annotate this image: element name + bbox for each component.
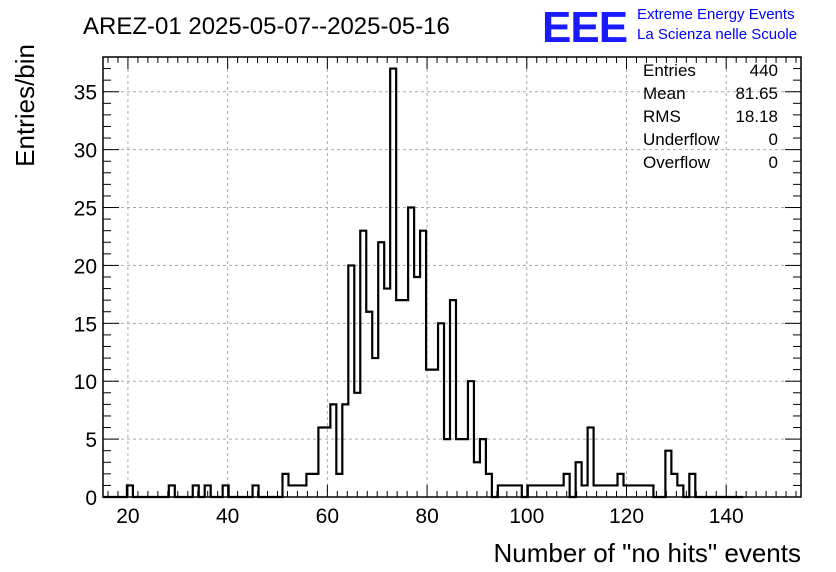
logo-line-1: Extreme Energy Events [637,6,795,23]
x-tick-label: 20 [116,505,139,528]
stats-label-mean: Mean [643,84,686,103]
x-tick-label: 80 [415,505,438,528]
x-tick-label: 140 [709,505,744,528]
stats-box: Entries 440 Mean 81.65 RMS 18.18 Underflow 0 Ove… [643,61,778,172]
y-axis-title: Entries/bin [10,44,40,167]
logo: EEE Extreme Energy Events La Scienza nel… [542,3,797,52]
logo-line-2: La Scienza nelle Scuole [637,26,797,43]
chart-title: AREZ-01 2025-05-07--2025-05-16 [83,13,450,40]
x-tick-label: 60 [316,505,339,528]
y-tick-label: 20 [74,255,97,278]
y-tick-label: 0 [85,487,97,510]
x-axis-title: Number of "no hits" events [494,538,802,568]
stats-value-mean: 81.65 [735,84,778,103]
y-tick-label: 25 [74,198,97,221]
x-tick-label: 120 [609,505,644,528]
plot-frame [102,56,802,498]
y-tick-label: 10 [74,371,97,394]
y-axis-ticks: 0 5 10 15 20 25 30 35 [74,56,801,510]
stats-value-rms: 18.18 [735,107,778,126]
stats-label-overflow: Overflow [643,153,711,172]
logo-mark: EEE [542,3,627,52]
stats-value-overflow: 0 [769,153,778,172]
stats-value-entries: 440 [750,61,778,80]
stats-label-underflow: Underflow [643,130,720,149]
stats-value-underflow: 0 [769,130,778,149]
grid [103,57,801,497]
plot-border [102,56,802,498]
y-tick-label: 30 [74,140,97,163]
stats-label-entries: Entries [643,61,696,80]
y-tick-label: 35 [74,82,97,105]
x-tick-label: 40 [216,505,239,528]
stats-label-rms: RMS [643,107,681,126]
y-tick-label: 5 [85,429,97,452]
x-axis-ticks: 20 40 60 80 100 120 140 [107,57,797,528]
y-tick-label: 15 [74,313,97,336]
x-tick-label: 100 [509,505,544,528]
